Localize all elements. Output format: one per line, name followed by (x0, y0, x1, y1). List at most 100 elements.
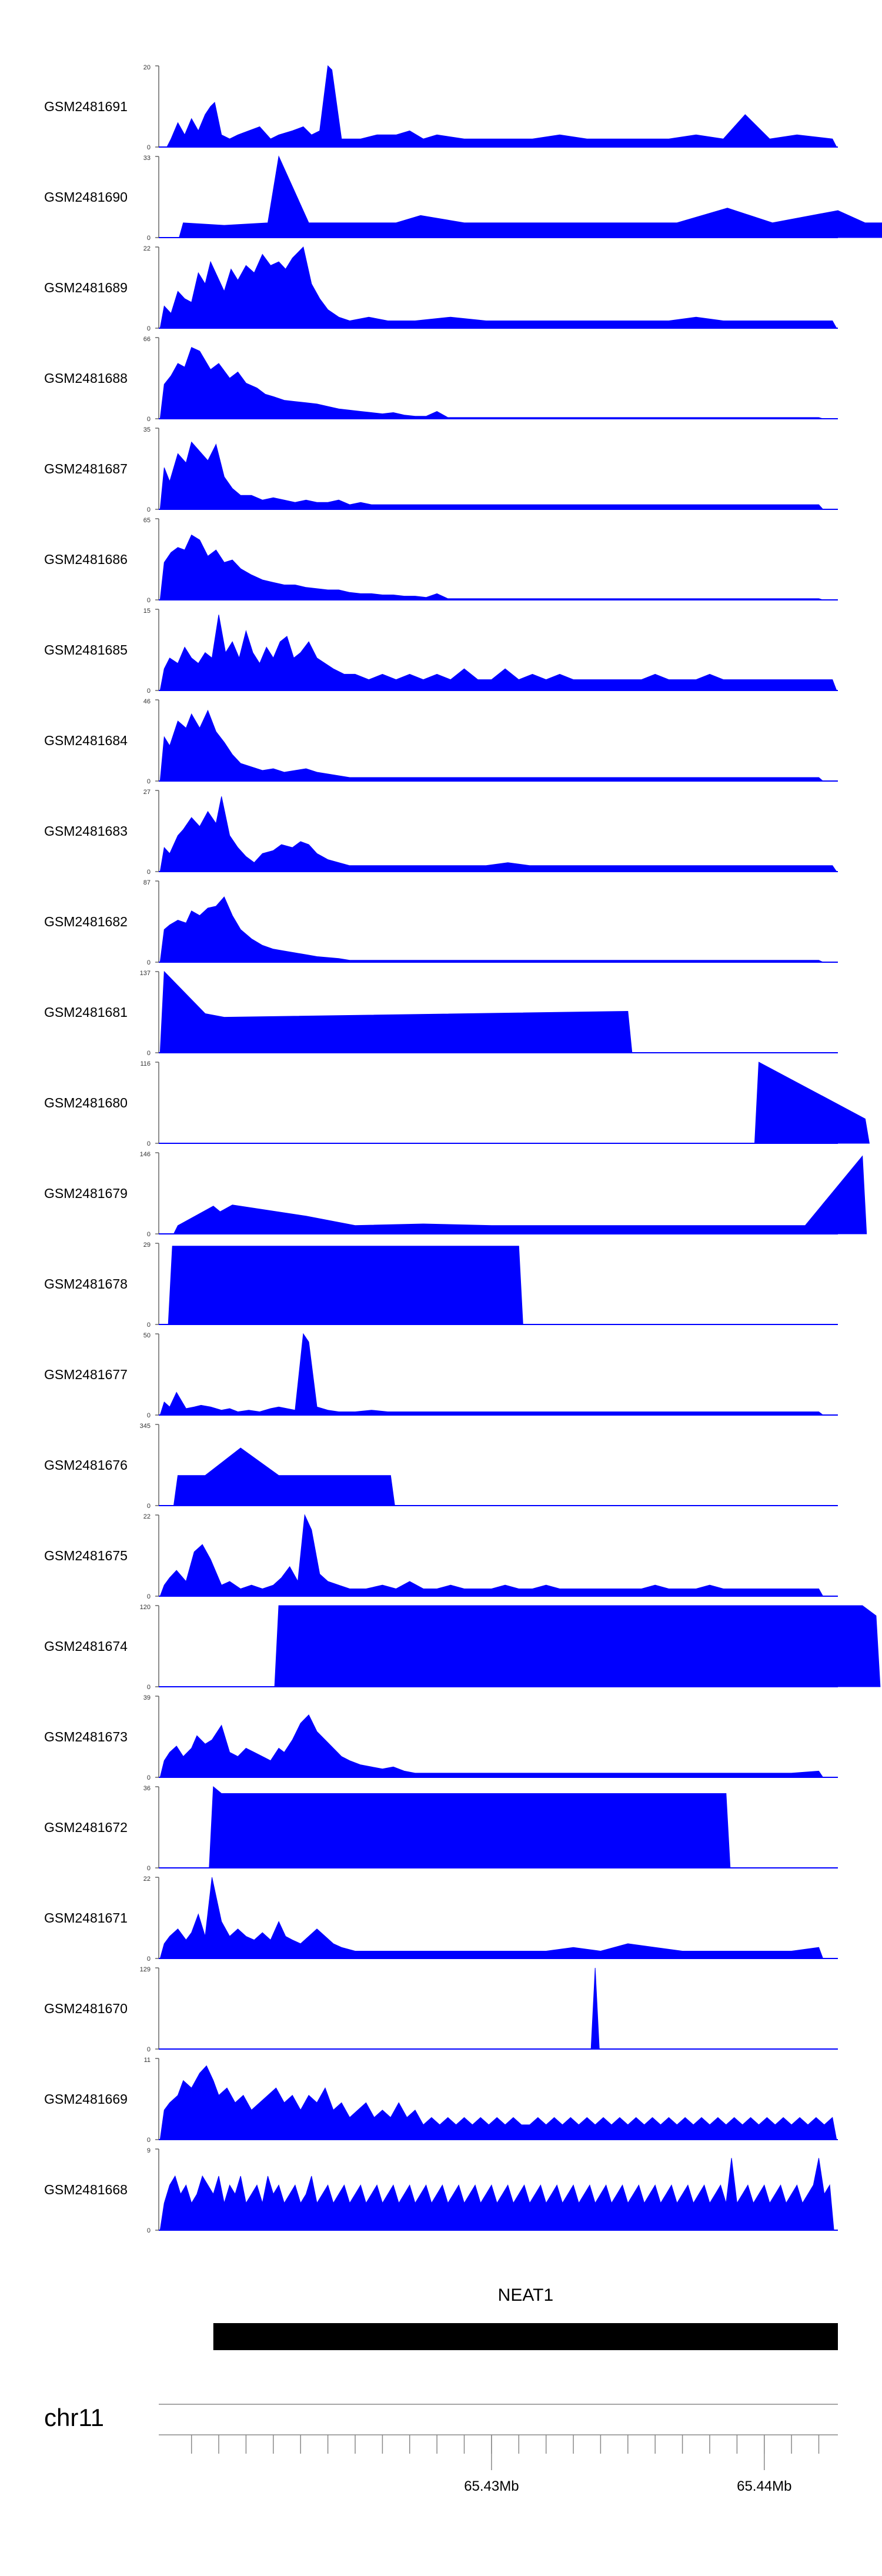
y-tick-max-label: 22 (143, 1876, 151, 1883)
track-label: GSM2481680 (44, 1095, 128, 1110)
coverage-tracks: GSM2481691200GSM2481690330GSM2481689220G… (44, 64, 882, 2234)
track-label: GSM2481670 (44, 2001, 128, 2016)
track-label: GSM2481681 (44, 1005, 128, 1020)
track-GSM2481687: GSM2481687 35 0 (44, 426, 838, 513)
y-tick-max-label: 120 (140, 1604, 151, 1611)
track-GSM2481679: GSM2481679 146 0 (44, 1151, 867, 1238)
track-GSM2481685: GSM2481685 15 0 (44, 608, 838, 695)
y-tick-zero-label: 0 (147, 1050, 151, 1057)
y-tick-max-label: 20 (143, 64, 151, 71)
track-GSM2481682: GSM2481682 87 0 (44, 879, 838, 966)
y-tick-zero-label: 0 (147, 1140, 151, 1147)
coverage-area (159, 1714, 824, 1778)
track-label: GSM2481679 (44, 1186, 128, 1201)
y-tick-max-label: 22 (143, 1513, 151, 1520)
coverage-area (754, 1062, 870, 1144)
coverage-area (159, 2065, 837, 2140)
track-GSM2481677: GSM2481677 50 0 (44, 1332, 838, 1419)
coverage-area (159, 1514, 824, 1597)
coverage-area (159, 1333, 824, 1416)
track-label: GSM2481687 (44, 461, 128, 476)
y-tick-max-label: 27 (143, 789, 151, 796)
y-tick-max-label: 66 (143, 336, 151, 343)
axis-tick-label: 65.43Mb (464, 2478, 519, 2494)
y-tick-zero-label: 0 (147, 1684, 151, 1691)
y-tick-zero-label: 0 (147, 1865, 151, 1872)
coverage-area (274, 1605, 881, 1687)
coverage-area (179, 155, 882, 238)
coverage-area (590, 1967, 600, 2050)
genome-axis: chr11 65.43Mb 65.44Mb (44, 2404, 838, 2494)
y-tick-max-label: 116 (140, 1060, 151, 1067)
gene-track: NEAT1 (213, 2285, 838, 2350)
coverage-area (159, 1877, 824, 1959)
axis-tick-label: 65.44Mb (737, 2478, 791, 2494)
track-GSM2481680: GSM2481680 116 0 (44, 1060, 870, 1147)
coverage-area (166, 65, 837, 148)
coverage-area (159, 896, 823, 963)
track-label: GSM2481673 (44, 1729, 128, 1744)
track-GSM2481678: GSM2481678 29 0 (44, 1242, 838, 1329)
y-tick-max-label: 22 (143, 245, 151, 252)
track-label: GSM2481674 (44, 1639, 128, 1654)
track-label: GSM2481685 (44, 642, 128, 658)
coverage-area (168, 1246, 523, 1325)
track-GSM2481673: GSM2481673 39 0 (44, 1694, 838, 1781)
coverage-area (159, 441, 824, 510)
track-GSM2481689: GSM2481689 22 0 (44, 245, 838, 332)
y-tick-zero-label: 0 (147, 1503, 151, 1510)
coverage-area (159, 615, 837, 691)
track-label: GSM2481671 (44, 1910, 128, 1926)
y-tick-max-label: 15 (143, 608, 151, 615)
y-tick-max-label: 11 (144, 2057, 151, 2064)
y-tick-zero-label: 0 (147, 869, 151, 876)
y-tick-max-label: 33 (143, 155, 151, 162)
y-tick-zero-label: 0 (147, 235, 151, 242)
y-tick-zero-label: 0 (147, 1593, 151, 1600)
gene-bar (213, 2323, 838, 2350)
y-tick-max-label: 9 (147, 2147, 151, 2154)
track-GSM2481674: GSM2481674 120 0 (44, 1604, 881, 1691)
y-tick-zero-label: 0 (147, 416, 151, 423)
track-label: GSM2481668 (44, 2182, 128, 2197)
track-GSM2481683: GSM2481683 27 0 (44, 789, 838, 876)
track-label: GSM2481691 (44, 99, 128, 114)
y-tick-zero-label: 0 (147, 1322, 151, 1329)
y-tick-max-label: 35 (143, 426, 151, 433)
track-label: GSM2481683 (44, 823, 128, 839)
track-GSM2481669: GSM2481669 11 0 (44, 2057, 838, 2144)
track-GSM2481691: GSM2481691 20 0 (44, 64, 838, 151)
coverage-area (159, 709, 824, 782)
y-tick-zero-label: 0 (147, 1774, 151, 1781)
y-tick-zero-label: 0 (147, 325, 151, 332)
track-GSM2481676: GSM2481676 345 0 (44, 1423, 838, 1510)
track-label: GSM2481684 (44, 733, 128, 748)
chromosome-label: chr11 (44, 2404, 104, 2431)
y-tick-zero-label: 0 (147, 1231, 151, 1238)
axis-ticks: 65.43Mb 65.44Mb (191, 2435, 820, 2494)
coverage-area (173, 1155, 867, 1234)
y-tick-max-label: 146 (140, 1151, 151, 1158)
y-tick-zero-label: 0 (147, 688, 151, 695)
track-label: GSM2481676 (44, 1457, 128, 1473)
track-GSM2481690: GSM2481690 33 0 (44, 155, 882, 242)
track-label: GSM2481689 (44, 280, 128, 295)
coverage-area (159, 970, 633, 1053)
y-tick-max-label: 129 (140, 1966, 151, 1973)
y-tick-zero-label: 0 (147, 597, 151, 604)
y-tick-max-label: 36 (143, 1785, 151, 1792)
y-tick-max-label: 65 (143, 517, 151, 524)
y-tick-zero-label: 0 (147, 2227, 151, 2234)
y-tick-zero-label: 0 (147, 2137, 151, 2144)
track-GSM2481671: GSM2481671 22 0 (44, 1876, 838, 1963)
y-tick-zero-label: 0 (147, 778, 151, 785)
track-label: GSM2481678 (44, 1276, 128, 1292)
track-label: GSM2481672 (44, 1820, 128, 1835)
track-GSM2481688: GSM2481688 66 0 (44, 336, 838, 423)
gene-label: NEAT1 (498, 2285, 553, 2305)
coverage-area (173, 1447, 395, 1506)
coverage-area (159, 534, 823, 600)
track-label: GSM2481686 (44, 552, 128, 567)
track-label: GSM2481690 (44, 189, 128, 205)
